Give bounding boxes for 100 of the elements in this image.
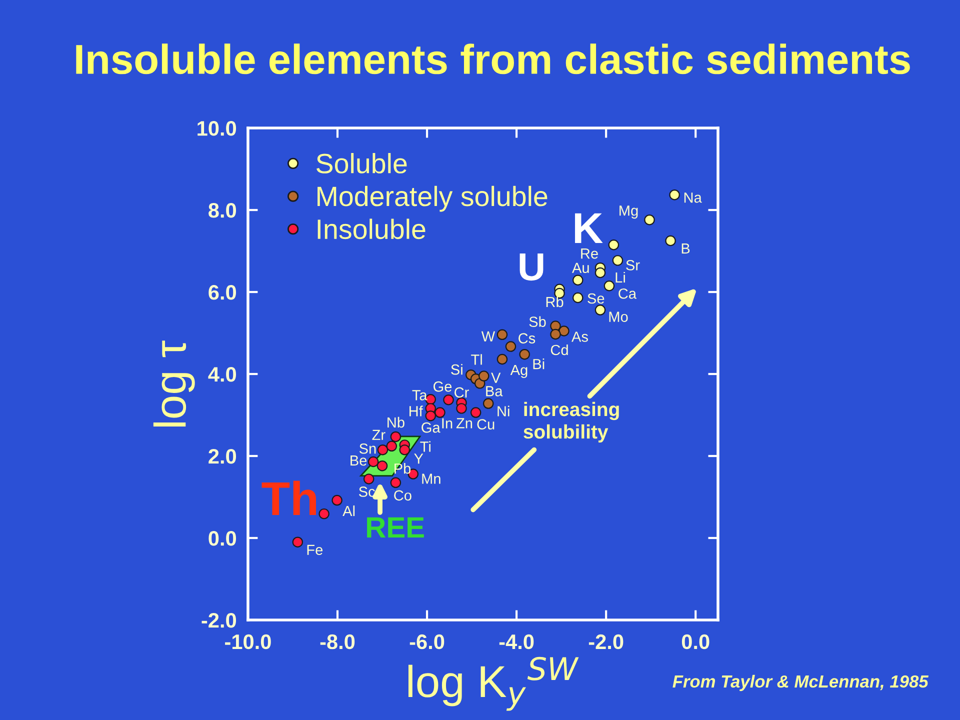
y-tick-label: -2.0 (202, 612, 236, 628)
point (386, 440, 398, 452)
annotation: Ca (618, 288, 637, 299)
annotation: In (442, 418, 452, 428)
point (456, 403, 467, 414)
point (377, 444, 388, 456)
point (496, 329, 508, 340)
annotation: Ni (498, 406, 510, 416)
point (368, 456, 379, 468)
point (669, 189, 680, 200)
point (443, 394, 454, 406)
annotation: Zr (372, 430, 386, 440)
annotation: Sn (359, 443, 376, 454)
point (390, 431, 402, 442)
x-tick-label: -4.0 (499, 634, 534, 650)
annotation: Re (581, 248, 598, 259)
annotation: Ta (412, 390, 428, 400)
y-axis-title: log τ (153, 340, 195, 426)
point (612, 255, 624, 266)
x-tick-label: 0.0 (682, 634, 710, 650)
point (665, 235, 676, 246)
point (519, 348, 530, 360)
annotation: Si (451, 364, 462, 375)
annotation: Fe (307, 544, 323, 556)
point (550, 328, 561, 340)
point (594, 304, 606, 316)
annotation: K (575, 213, 603, 243)
y-tick-label: 0.0 (208, 530, 236, 546)
legend-label: Moderately soluble (318, 186, 548, 212)
point (482, 398, 494, 409)
annotation: Sr (626, 260, 640, 270)
x-axis-title: log K$_{y}$$^{SW}$ (408, 656, 579, 711)
point (399, 444, 410, 456)
x-tick-label: -2.0 (588, 634, 624, 650)
point (496, 354, 508, 365)
annotation: Zn (456, 418, 472, 428)
point (292, 536, 304, 548)
annotation: Sc (358, 486, 375, 497)
annotation: Be (350, 455, 367, 466)
annotation: Ti (420, 441, 430, 452)
annotation: Ga (422, 422, 440, 433)
y-tick-label: 8.0 (208, 203, 236, 218)
annotation: B (682, 244, 690, 254)
point (470, 407, 482, 418)
legend-label: Insoluble (318, 218, 426, 240)
point (478, 370, 490, 382)
annotation: REE (367, 517, 424, 538)
annotation: Nb (388, 416, 404, 428)
y-tick-label: 6.0 (208, 285, 236, 300)
annotation: Li (616, 272, 625, 283)
y-tick-label: 10.0 (198, 121, 236, 136)
annotation: As (572, 332, 588, 342)
chart-title: Insoluble elements from clastic sediments (76, 44, 910, 74)
annotation: Sb (529, 316, 546, 327)
point (594, 267, 606, 278)
text: From Taylor & McLennan, 1985 (672, 674, 929, 692)
annotation: V (491, 372, 501, 383)
annotation: Ge (434, 381, 452, 392)
point (434, 407, 446, 418)
point (572, 274, 584, 286)
point (608, 239, 620, 250)
point (644, 214, 655, 226)
annotation: Mg (620, 206, 638, 219)
annotation: Cs (518, 333, 536, 344)
annotation: Al (342, 505, 355, 516)
annotation: Ag (510, 364, 528, 378)
point (425, 410, 436, 422)
point (505, 341, 516, 352)
annotation: Bi (533, 358, 544, 370)
annotation: Cr (454, 387, 469, 398)
point (572, 292, 584, 304)
annotation: Se (588, 293, 604, 304)
point (558, 326, 570, 336)
annotation: increasing solubility (524, 402, 619, 442)
annotation: Tl (471, 354, 482, 365)
x-tick-label: -6.0 (410, 634, 444, 650)
annotation: Hf (410, 406, 423, 416)
point (332, 494, 342, 506)
annotation: Cd (550, 344, 568, 356)
legend-label: Soluble (316, 153, 407, 174)
point (318, 508, 330, 520)
annotation: U (520, 253, 544, 281)
annotation: Mo (609, 312, 628, 322)
annotation: Y (414, 454, 424, 464)
y-tick-label: 2.0 (208, 449, 236, 464)
annotation: Rb (546, 296, 564, 308)
point (604, 280, 615, 292)
x-tick-label: -10.0 (225, 634, 271, 650)
point (390, 477, 402, 488)
point (363, 474, 374, 484)
annotation: Mn (422, 474, 440, 484)
annotation: Cu (477, 419, 494, 430)
annotation: Na (684, 192, 702, 203)
annotation: Co (394, 490, 412, 501)
annotation: W (481, 331, 496, 342)
annotation: Ba (486, 386, 503, 396)
annotation: Au (572, 262, 589, 274)
annotation: Th (262, 480, 316, 516)
x-tick-label: -8.0 (320, 634, 355, 650)
point (376, 460, 388, 472)
